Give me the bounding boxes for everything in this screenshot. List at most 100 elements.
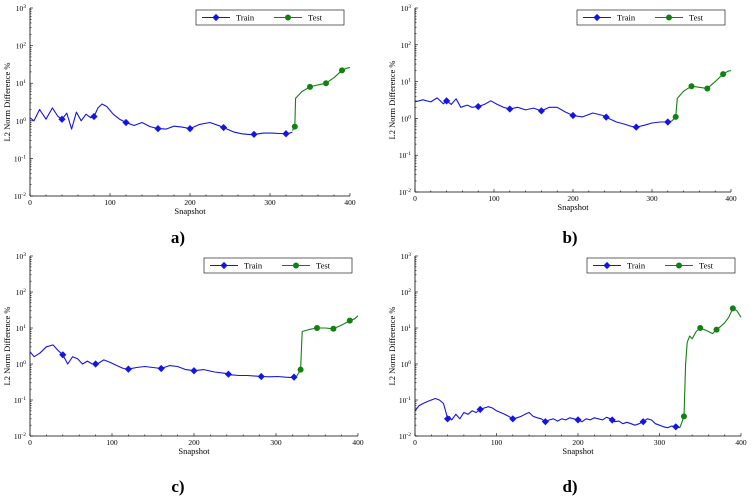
- train-marker: [154, 125, 162, 133]
- x-tick-label: 400: [352, 438, 364, 447]
- x-tick-label: 400: [725, 194, 737, 203]
- x-tick-label: 200: [567, 194, 579, 203]
- train-marker: [220, 123, 228, 132]
- series-line-train: [29, 344, 297, 379]
- x-tick-label: 200: [188, 438, 200, 447]
- x-tick-label: 400: [344, 198, 356, 207]
- train-marker: [59, 351, 67, 359]
- test-marker: [291, 123, 298, 130]
- train-marker: [92, 360, 100, 368]
- test-marker: [729, 305, 736, 312]
- legend: Train Test: [195, 9, 345, 26]
- x-tick-label: 0: [413, 194, 417, 203]
- x-tick-label: 100: [104, 198, 116, 207]
- train-marker: [443, 97, 451, 105]
- x-tick-label: 100: [488, 194, 500, 203]
- x-tick-label: 0: [413, 438, 417, 447]
- chart-panel-d: 0 100 200 300 400 10-2 10-1 100 101 102 103 Snapsho…: [387, 252, 747, 496]
- y-tick-label: 102: [401, 41, 412, 50]
- legend-label-test: Test: [689, 13, 704, 23]
- test-marker: [346, 317, 353, 324]
- y-tick-label: 10-1: [14, 396, 26, 405]
- x-tick-label: 300: [270, 438, 282, 447]
- series-line-test: [679, 307, 742, 428]
- chart-panel-c: 0 100 200 300 400 10-2 10-1 100 101 102 103 Snapsho…: [2, 252, 364, 496]
- train-marker: [290, 373, 298, 381]
- train-marker: [190, 367, 198, 375]
- train-marker: [506, 105, 514, 113]
- panel-label: b): [562, 228, 577, 247]
- train-marker: [224, 370, 233, 378]
- panel-label: c): [171, 477, 184, 496]
- legend-label-test: Test: [308, 13, 323, 23]
- legend-label-test: Test: [316, 261, 331, 271]
- legend-box: [576, 9, 726, 26]
- x-axis-title: Snapshot: [562, 446, 594, 456]
- x-tick-label: 300: [264, 198, 276, 207]
- train-marker: [250, 130, 258, 138]
- train-marker: [632, 123, 640, 131]
- x-axis-title: Snapshot: [174, 206, 206, 216]
- test-marker: [672, 113, 679, 120]
- test-marker: [323, 80, 329, 87]
- y-tick-label: 10-1: [14, 154, 26, 163]
- y-tick-label: 102: [401, 288, 412, 297]
- legend-marker-test: [676, 262, 682, 269]
- train-marker: [509, 415, 517, 423]
- legend-label-train: Train: [617, 13, 636, 23]
- legend-marker-train: [593, 13, 601, 22]
- test-marker: [297, 366, 304, 373]
- train-marker: [574, 416, 582, 424]
- legend-marker-train: [212, 13, 220, 22]
- panel-label: a): [171, 228, 185, 247]
- legend-marker-test: [666, 14, 672, 21]
- y-tick-label: 101: [16, 324, 27, 333]
- x-tick-label: 300: [646, 194, 658, 203]
- legend: Train Test: [576, 9, 726, 26]
- y-tick-label: 100: [401, 360, 412, 369]
- y-tick-label: 100: [16, 117, 27, 126]
- panel-label: d): [562, 477, 577, 496]
- y-tick-label: 103: [401, 4, 412, 13]
- y-tick-label: 10-1: [399, 396, 411, 405]
- legend-label-test: Test: [699, 261, 714, 271]
- train-marker: [157, 364, 165, 373]
- series-line-test: [291, 67, 351, 131]
- test-marker: [339, 67, 345, 74]
- series-line-train: [414, 397, 681, 429]
- train-marker: [537, 107, 545, 115]
- y-tick-label: 100: [401, 114, 412, 123]
- test-marker: [680, 413, 687, 420]
- y-tick-label: 101: [16, 79, 27, 88]
- train-marker: [569, 111, 577, 120]
- test-marker: [314, 325, 320, 331]
- y-tick-label: 10-2: [399, 432, 411, 441]
- train-marker: [608, 416, 616, 424]
- x-tick-label: 100: [491, 438, 503, 447]
- y-tick-label: 100: [16, 360, 27, 369]
- legend-marker-test: [285, 14, 291, 21]
- test-marker: [307, 83, 313, 90]
- legend-label-train: Train: [236, 13, 255, 23]
- x-tick-label: 0: [28, 438, 32, 447]
- y-tick-label: 101: [401, 78, 412, 87]
- series-line-test: [671, 69, 732, 122]
- series-line-test: [296, 315, 359, 377]
- train-marker: [124, 365, 132, 373]
- series-line-train: [29, 103, 293, 136]
- test-marker: [720, 71, 727, 78]
- legend-marker-test: [293, 262, 299, 269]
- train-marker: [474, 102, 482, 111]
- x-tick-label: 300: [654, 438, 666, 447]
- legend: Train Test: [586, 257, 736, 274]
- train-marker: [639, 418, 647, 426]
- chart-panel-a: 0 100 200 300 400 10-2 10-1 100 101 102 103 Snapsho…: [2, 4, 356, 247]
- x-tick-label: 400: [735, 438, 747, 447]
- chart-panel-b: 0 100 200 300 400 10-2 10-1 100 101 102 103 Snapsho…: [387, 4, 737, 247]
- legend-box: [586, 257, 736, 274]
- legend-marker-train: [603, 261, 611, 270]
- legend-box: [203, 257, 353, 274]
- test-marker: [688, 83, 695, 90]
- train-marker: [282, 130, 290, 138]
